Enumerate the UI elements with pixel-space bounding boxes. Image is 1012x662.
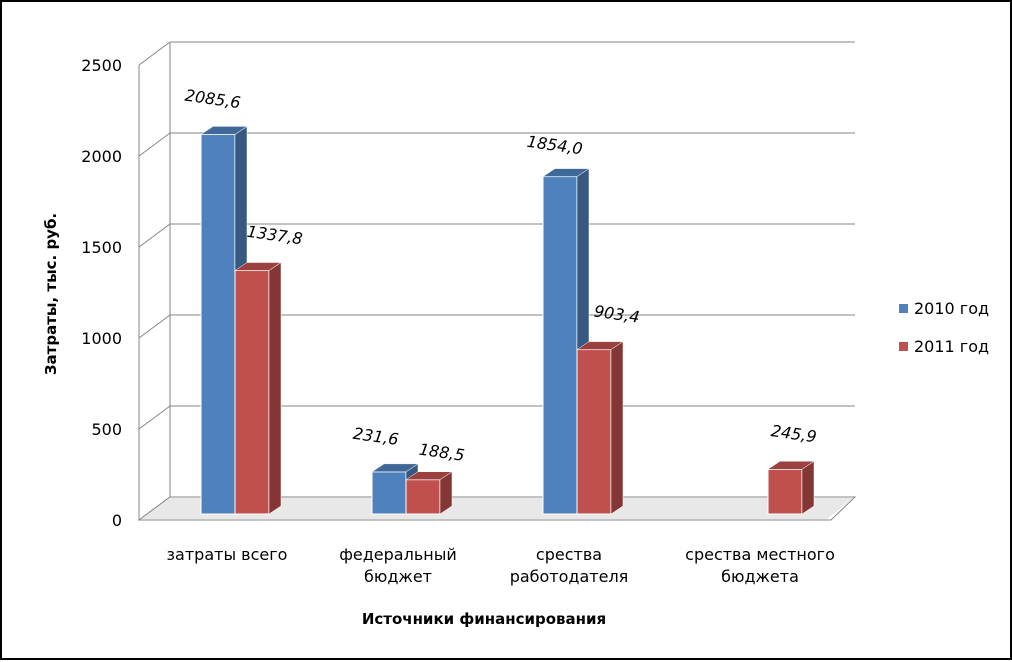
data-label: 2085,6	[184, 86, 242, 113]
legend: 2010 год 2011 год	[899, 299, 989, 356]
data-label: 1854,0	[526, 132, 584, 159]
bar-top	[405, 471, 453, 480]
y-tick-label: 2000	[81, 147, 122, 166]
bar-top	[576, 341, 624, 350]
data-label: 903,4	[593, 302, 641, 327]
y-tick-label: 1000	[81, 329, 122, 348]
bar-top	[767, 460, 815, 470]
y-tick-label: 500	[91, 420, 122, 439]
bar-top	[200, 126, 248, 135]
y-tick-label: 0	[112, 511, 122, 530]
floor-shadow	[141, 498, 853, 519]
legend-swatch	[899, 304, 908, 313]
bar-front	[371, 471, 407, 515]
data-label: 245,9	[770, 421, 818, 446]
x-tick-label: срества	[536, 545, 602, 564]
bar-front	[405, 479, 441, 515]
x-tick-label: федеральный	[339, 545, 457, 564]
bar-side	[268, 262, 282, 515]
grid-layer: 0 500 1000 1500 2000 2500	[81, 41, 857, 530]
bar-front	[200, 133, 236, 515]
data-label: 231,6	[352, 424, 400, 449]
y-tick-label: 2500	[81, 56, 122, 75]
bar-side	[801, 460, 815, 515]
data-label: 188,5	[418, 440, 466, 465]
bar-front	[234, 270, 270, 515]
bar-top	[542, 168, 590, 177]
legend-label: 2010 год	[914, 299, 989, 318]
data-label: 1337,8	[246, 222, 304, 249]
legend-label: 2011 год	[914, 337, 989, 356]
gridline-diagonal	[138, 405, 171, 430]
bar-side	[610, 341, 624, 515]
legend-swatch	[899, 342, 908, 351]
bar-top	[371, 463, 419, 473]
bar-2011-0	[234, 262, 282, 515]
y-tick-label: 1500	[81, 238, 122, 257]
bar-layer	[200, 125, 815, 515]
x-tick-label: бюджет	[364, 567, 432, 586]
bar-front	[542, 176, 578, 515]
gridline-diagonal	[138, 223, 171, 248]
gridline-diagonal	[138, 314, 171, 339]
bar-2011-3	[767, 460, 815, 515]
x-tick-label: срества местного	[685, 545, 835, 564]
bar-2011-1	[405, 471, 453, 515]
gridline-diagonal	[138, 41, 171, 66]
bar-2011-2	[576, 341, 624, 515]
gridline-diagonal	[138, 132, 171, 157]
bar-front	[767, 468, 803, 515]
x-tick-label: затраты всего	[167, 545, 288, 564]
bar-2010-0	[200, 125, 248, 515]
y-axis-title: Затраты, тыс. руб.	[42, 213, 60, 375]
x-tick-label: бюджета	[721, 567, 799, 586]
bar-top	[234, 262, 282, 271]
x-tick-label: работодателя	[510, 567, 629, 586]
x-axis-title: Источники финансирования	[362, 610, 606, 628]
bar-front	[576, 349, 612, 515]
